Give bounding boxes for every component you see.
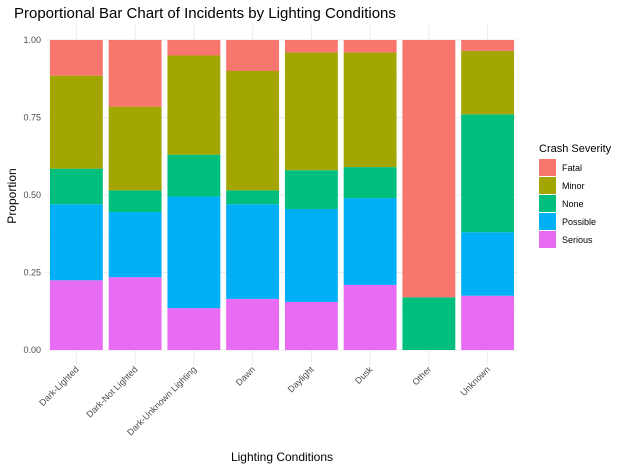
- x-tick-label: Dark-Lighted: [37, 364, 81, 408]
- bar-segment-serious: [461, 295, 515, 350]
- y-axis-title: Proportion: [5, 168, 19, 223]
- bar-segment-none: [343, 167, 397, 199]
- bar-segment-possible: [167, 196, 221, 309]
- bar-segment-minor: [49, 75, 103, 169]
- legend-title: Crash Severity: [539, 143, 612, 155]
- bar-segment-serious: [108, 277, 162, 350]
- x-tick-label: Dusk: [353, 364, 375, 386]
- bar-segment-none: [226, 190, 280, 205]
- bar-segment-fatal: [461, 40, 515, 51]
- bar-segment-fatal: [108, 40, 162, 107]
- bar-segment-none: [49, 168, 103, 205]
- bar-segment-fatal: [167, 40, 221, 56]
- legend: Crash Severity Fatal Minor None Possible Ser…: [539, 143, 612, 248]
- bar-segment-none: [461, 114, 515, 233]
- bar-segment-fatal: [402, 40, 456, 298]
- bar-segment-possible: [49, 204, 103, 281]
- legend-key-none: [539, 195, 556, 212]
- bar-segment-none: [284, 170, 338, 209]
- bar-segment-none: [402, 297, 456, 350]
- legend-label: None: [562, 199, 584, 209]
- bar-segment-fatal: [226, 40, 280, 71]
- bar-segment-fatal: [284, 40, 338, 53]
- bar-segment-possible: [284, 208, 338, 302]
- bar-segment-serious: [343, 284, 397, 350]
- x-tick-label: Daylight: [286, 364, 316, 394]
- bar-segment-possible: [226, 204, 280, 299]
- y-axis-ticks: 0.00 0.25 0.50 0.75 1.00: [23, 35, 41, 355]
- y-tick-label: 0.00: [23, 345, 41, 355]
- legend-key-possible: [539, 213, 556, 230]
- bar-segment-serious: [284, 301, 338, 350]
- bar-segment-minor: [226, 71, 280, 191]
- y-tick-label: 0.75: [23, 113, 41, 123]
- bar-segment-minor: [284, 52, 338, 171]
- bar-segment-minor: [461, 50, 515, 115]
- bar-segment-possible: [461, 232, 515, 296]
- legend-label: Fatal: [562, 163, 582, 173]
- legend-label: Minor: [562, 181, 585, 191]
- bar-segment-minor: [343, 52, 397, 168]
- bar-segment-possible: [108, 212, 162, 278]
- x-tick-label: Unknown: [458, 364, 492, 398]
- legend-key-serious: [539, 231, 556, 248]
- bar-segment-fatal: [49, 40, 103, 76]
- x-axis-ticks: Dark-Lighted Dark-Not LightedDark-Unknown…: [37, 364, 492, 438]
- legend-label: Possible: [562, 217, 596, 227]
- legend-key-minor: [539, 177, 556, 194]
- bars: [49, 40, 515, 350]
- x-tick-label: Other: [410, 364, 433, 387]
- x-tick-label: Dark-Not Lighted: [84, 364, 139, 419]
- x-tick-label: Dawn: [234, 364, 257, 387]
- bar-segment-possible: [343, 198, 397, 285]
- bar-segment-minor: [108, 106, 162, 191]
- legend-key-fatal: [539, 159, 556, 176]
- y-tick-label: 0.50: [23, 190, 41, 200]
- bar-segment-serious: [226, 298, 280, 350]
- y-tick-label: 0.25: [23, 268, 41, 278]
- bar-segment-serious: [49, 280, 103, 350]
- x-axis-title: Lighting Conditions: [231, 450, 333, 464]
- bar-segment-none: [167, 154, 221, 197]
- bar-segment-serious: [167, 308, 221, 350]
- x-tick-label: Dark-Unknown Lighting: [125, 364, 198, 437]
- y-tick-label: 1.00: [23, 35, 41, 45]
- bar-segment-fatal: [343, 40, 397, 53]
- chart-title: Proportional Bar Chart of Incidents by L…: [14, 5, 396, 22]
- bar-segment-none: [108, 190, 162, 213]
- bar-segment-minor: [167, 55, 221, 155]
- legend-label: Serious: [562, 235, 593, 245]
